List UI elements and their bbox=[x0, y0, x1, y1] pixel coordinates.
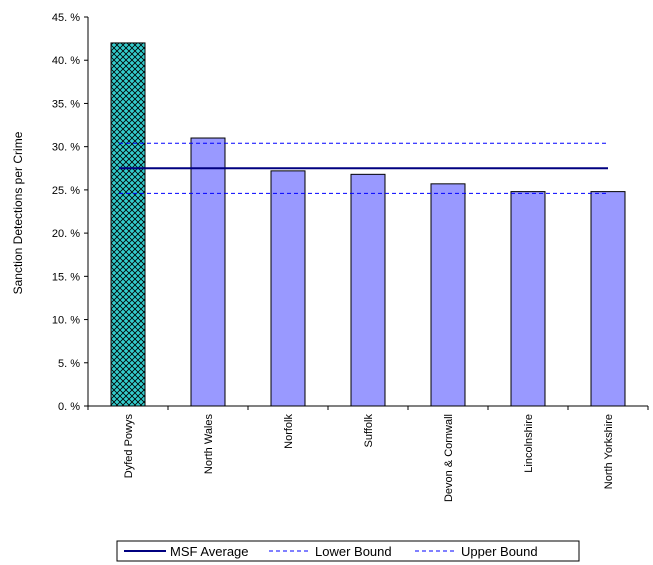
bar-north-yorkshire bbox=[590, 191, 626, 407]
y-tick-label: 40. % bbox=[52, 55, 80, 67]
x-tick-label: Dyfed Powys bbox=[123, 414, 135, 479]
y-tick-label: 45. % bbox=[52, 12, 80, 24]
legend-box bbox=[116, 540, 580, 562]
y-tick-label: 35. % bbox=[52, 98, 80, 110]
x-tick-label: Lincolnshire bbox=[523, 414, 535, 473]
legend-label: Upper Bound bbox=[461, 544, 538, 559]
bar-suffolk bbox=[350, 173, 386, 407]
x-tick-label: Norfolk bbox=[283, 414, 295, 449]
y-tick-label: 25. % bbox=[52, 185, 80, 197]
y-tick-label: 30. % bbox=[52, 142, 80, 154]
bar-lincolnshire bbox=[510, 191, 546, 407]
y-tick-label: 20. % bbox=[52, 228, 80, 240]
x-tick-label: Devon & Cornwall bbox=[443, 414, 455, 502]
legend: MSF Average Lower Bound Upper Bound bbox=[116, 540, 580, 562]
x-tick-label: Suffolk bbox=[363, 414, 375, 448]
bar-north-wales bbox=[190, 137, 226, 407]
bar-norfolk bbox=[270, 170, 306, 407]
x-tick-label: North Wales bbox=[203, 414, 215, 475]
plot-area: 0. % 5. % 10. % 15. % 20. % 25. % 30. % 35. % 40… bbox=[52, 12, 649, 502]
y-tick-label: 0. % bbox=[58, 401, 80, 413]
y-tick-label: 10. % bbox=[52, 315, 80, 327]
bar-devon-cornwall bbox=[430, 183, 466, 407]
legend-label: MSF Average bbox=[170, 544, 249, 559]
legend-label: Lower Bound bbox=[315, 544, 392, 559]
y-tick-label: 15. % bbox=[52, 271, 80, 283]
x-tick-label: North Yorkshire bbox=[603, 414, 615, 489]
y-axis-label: Sanction Detections per Crime bbox=[11, 131, 25, 294]
bar-dyfed-powys bbox=[110, 42, 146, 407]
y-tick-label: 5. % bbox=[58, 358, 80, 370]
